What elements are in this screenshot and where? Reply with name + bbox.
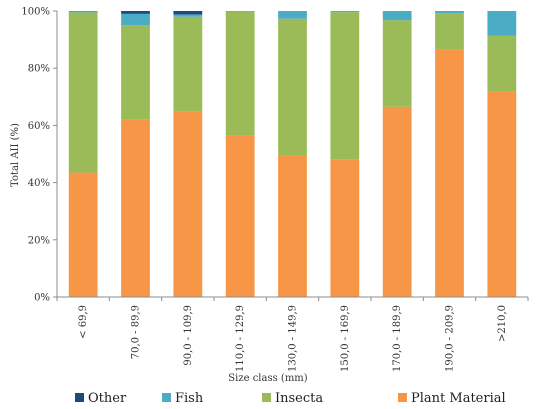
bar-segment-fish-1 xyxy=(121,13,150,26)
bar-segment-plant-material-1 xyxy=(121,119,150,298)
bar-segment-other-1 xyxy=(121,11,150,14)
bar-segment-fish-3 xyxy=(225,11,255,12)
axes-layer: < 69,9 70,0 - 89,9 90,0 - 109,9 110,0 - 129… xyxy=(21,7,529,372)
bar-segment-plant-material-0 xyxy=(68,172,98,297)
bar-segment-insecta-0 xyxy=(68,12,98,173)
bar-segment-plant-material-8 xyxy=(487,91,517,297)
legend-label-fish: Fish xyxy=(175,391,204,406)
x-tick-label: 130,0 - 149,9 xyxy=(288,305,299,372)
x-tick-label: 150,0 - 169,9 xyxy=(340,305,351,372)
bar-segment-other-2 xyxy=(173,11,203,15)
bar-segment-plant-material-4 xyxy=(278,155,307,297)
legend-label-plant-material: Plant Material xyxy=(411,391,506,406)
x-tick-label: 90,0 - 109,9 xyxy=(183,305,194,366)
bar-segment-fish-6 xyxy=(382,11,412,21)
bar-segment-insecta-6 xyxy=(382,20,412,107)
bar-segment-insecta-1 xyxy=(121,25,150,120)
x-tick-label: < 69,9 xyxy=(78,305,89,339)
bar-segment-insecta-7 xyxy=(435,13,464,50)
bar-segment-plant-material-7 xyxy=(435,49,464,297)
bar-segment-insecta-8 xyxy=(487,35,517,92)
legend-swatch-other xyxy=(75,393,84,402)
y-tick-label: 100% xyxy=(21,7,50,18)
legend: Other Fish Insecta Plant Material xyxy=(75,391,506,406)
bar-segment-fish-8 xyxy=(487,11,517,36)
bars-layer xyxy=(68,11,517,298)
bar-segment-plant-material-5 xyxy=(330,159,360,297)
legend-swatch-plant-material xyxy=(398,393,407,402)
bar-segment-fish-0 xyxy=(68,11,98,13)
x-tick-label: >210,0 xyxy=(497,305,508,342)
bar-segment-fish-2 xyxy=(173,14,203,17)
bar-segment-insecta-5 xyxy=(330,12,360,160)
bar-segment-plant-material-2 xyxy=(173,111,203,297)
x-tick-label: 110,0 - 129,9 xyxy=(235,305,246,372)
y-tick-label: 80% xyxy=(28,64,50,75)
bar-segment-fish-7 xyxy=(435,11,464,14)
bar-segment-insecta-2 xyxy=(173,16,203,112)
x-axis-title: Size class (mm) xyxy=(228,373,307,384)
legend-label-other: Other xyxy=(88,391,127,406)
y-tick-label: 0% xyxy=(34,293,50,304)
y-tick-label: 40% xyxy=(28,178,50,189)
y-tick-label: 20% xyxy=(28,235,50,246)
bar-segment-fish-4 xyxy=(278,11,307,19)
legend-swatch-insecta xyxy=(262,393,271,402)
bar-segment-insecta-4 xyxy=(278,18,307,156)
y-tick-label: 60% xyxy=(28,121,50,132)
bar-segment-plant-material-6 xyxy=(382,106,412,297)
legend-swatch-fish xyxy=(162,393,171,402)
x-tick-label: 170,0 - 189,9 xyxy=(392,305,403,372)
bar-segment-plant-material-3 xyxy=(225,135,255,297)
bar-segment-insecta-3 xyxy=(225,11,255,136)
x-tick-label: 70,0 - 89,9 xyxy=(131,305,142,359)
bar-segment-fish-5 xyxy=(330,11,360,13)
legend-label-insecta: Insecta xyxy=(275,391,323,406)
y-axis-title: Total AII (%) xyxy=(10,123,21,187)
x-tick-label: 190,0 - 209,9 xyxy=(445,305,456,372)
